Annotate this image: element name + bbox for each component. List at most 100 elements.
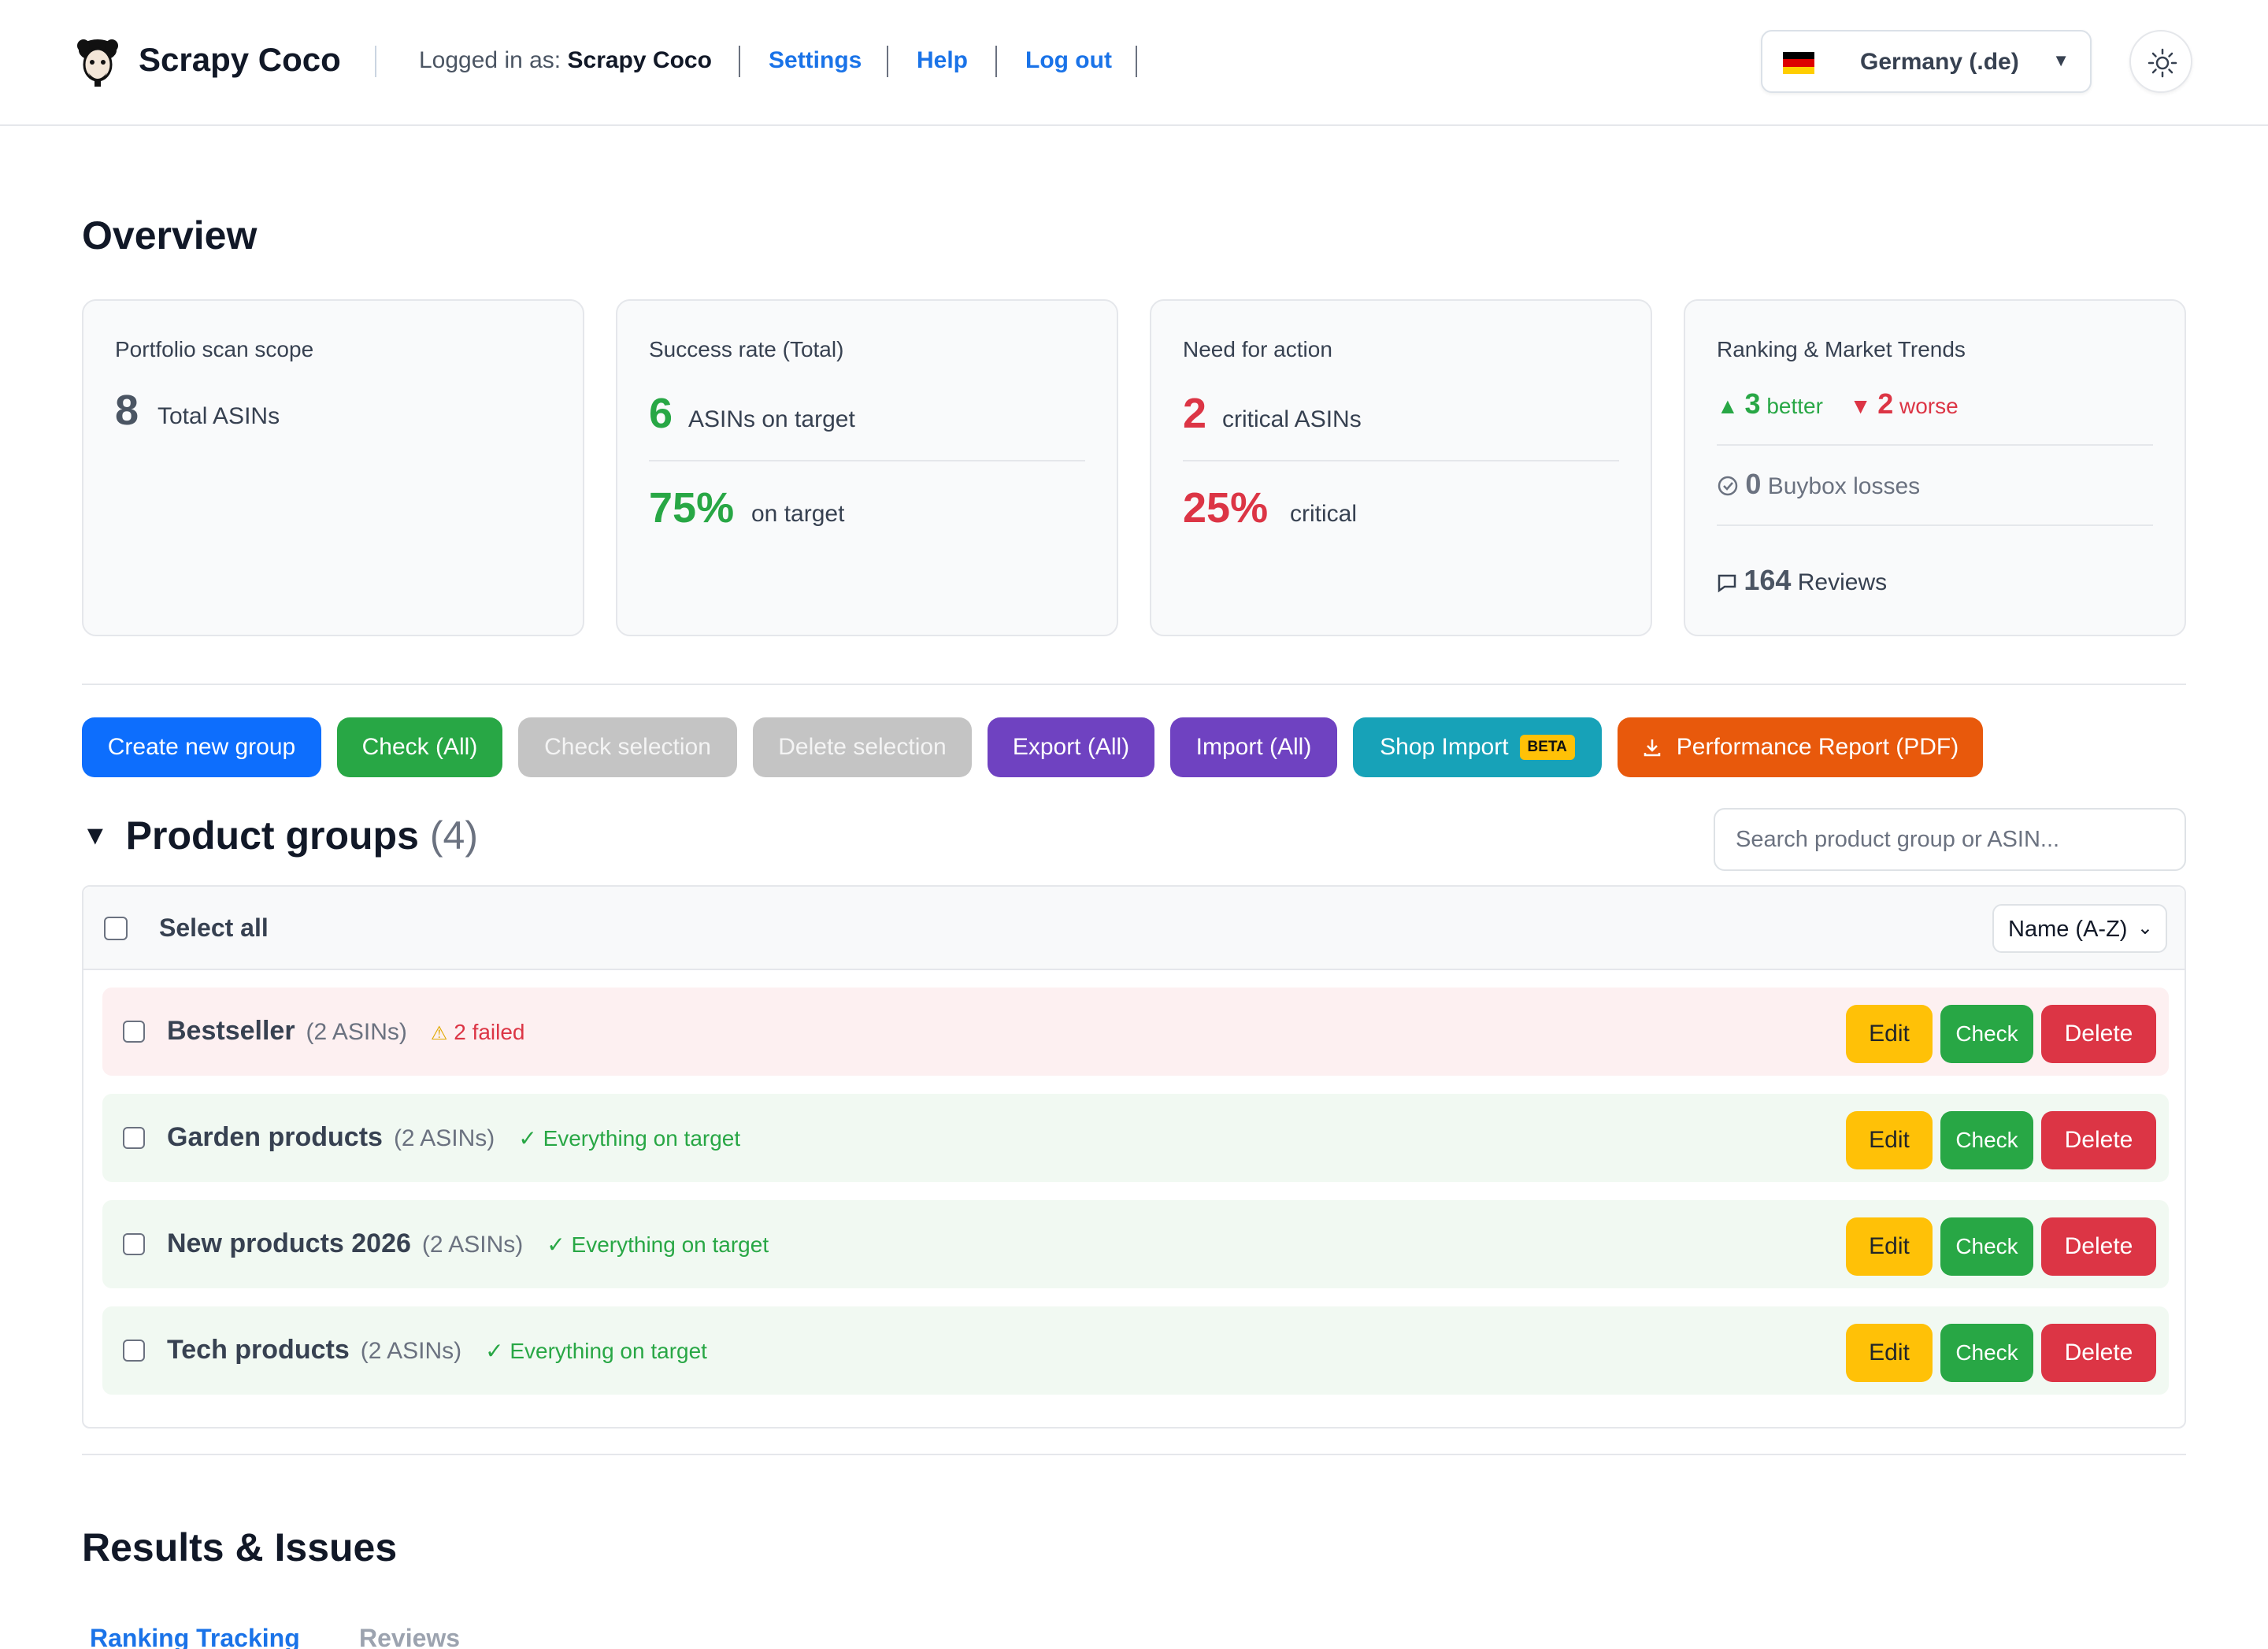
delete-button[interactable]: Delete [2041,1005,2156,1063]
header-divider [995,46,997,77]
asin-count: (2 ASINs) [360,1338,462,1364]
group-name-text: Garden products [167,1122,383,1152]
check-button[interactable]: Check [1940,1324,2033,1382]
create-group-button[interactable]: Create new group [82,717,321,777]
settings-link[interactable]: Settings [769,47,862,73]
caret-down-icon: ▼ [2052,50,2070,70]
row-checkbox[interactable] [123,1233,145,1255]
total-asins-label: Total ASINs [158,403,280,429]
export-all-button[interactable]: Export (All) [988,717,1154,777]
group-name[interactable]: New products 2026 (2 ASINs) ✓ Everything o… [167,1228,769,1259]
import-all-button[interactable]: Import (All) [1170,717,1337,777]
brand-name[interactable]: Scrapy Coco [139,41,341,78]
header-divider [887,46,888,77]
group-name-text: New products 2026 [167,1228,411,1258]
edit-button[interactable]: Edit [1846,1217,1933,1276]
select-all-checkbox[interactable] [104,917,128,940]
arrow-up-icon: ▲ [1717,394,1739,418]
product-groups-table: Select all Name (A-Z) ⌄ Bestseller (2 ASI… [82,885,2186,1429]
group-search-input[interactable] [1714,808,2186,871]
card-divider [1717,524,2153,526]
status-text: Everything on target [510,1339,707,1363]
card-title: Success rate (Total) [649,337,844,361]
delete-button[interactable]: Delete [2041,1217,2156,1276]
product-groups-heading[interactable]: ▼ Product groups (4) [82,813,478,858]
group-name[interactable]: Garden products (2 ASINs) ✓ Everything on … [167,1122,740,1153]
select-all-label[interactable]: Select all [159,913,269,942]
on-target-value: 6 [649,390,673,437]
trends-card: Ranking & Market Trends ▲ 3 better ▼ 2 w… [1684,299,2186,636]
edit-button[interactable]: Edit [1846,1111,1933,1169]
asin-count: (2 ASINs) [421,1232,524,1258]
on-target-label: ASINs on target [688,406,855,432]
portfolio-card: Portfolio scan scope 8 Total ASINs [82,299,584,636]
status-ok: ✓ Everything on target [485,1339,707,1363]
logged-in-user: Scrapy Coco [567,47,712,73]
better-value: 3 [1744,387,1761,420]
sort-select[interactable]: Name (A-Z) ⌄ [1992,904,2167,953]
total-asins-value: 8 [115,387,139,434]
status-text: Everything on target [571,1232,769,1257]
row-checkbox[interactable] [123,1127,145,1149]
card-divider [649,460,1085,461]
sort-label: Name (A-Z) [2008,917,2128,942]
top-navbar: Scrapy Coco Logged in as: Scrapy Coco Se… [0,0,2268,126]
check-icon: ✓ [485,1339,504,1363]
row-checkbox[interactable] [123,1340,145,1362]
logged-in-text: Logged in as: Scrapy Coco [419,47,712,74]
logout-link[interactable]: Log out [1025,47,1112,73]
check-selection-button[interactable]: Check selection [518,717,737,777]
row-checkbox[interactable] [123,1021,145,1043]
product-groups-title: Product groups [125,813,419,858]
sun-icon [2148,48,2177,78]
group-row-new-products-2026: New products 2026 (2 ASINs) ✓ Everything o… [102,1200,2169,1288]
worse-label: worse [1899,394,1959,418]
collapse-toggle-icon[interactable]: ▼ [82,821,109,850]
critical-percent: 25% [1183,484,1269,532]
delete-button[interactable]: Delete [2041,1324,2156,1382]
status-text: Everything on target [543,1126,741,1151]
card-divider [1717,444,2153,446]
edit-button[interactable]: Edit [1846,1005,1933,1063]
theme-toggle-button[interactable] [2129,30,2192,93]
check-button[interactable]: Check [1940,1217,2033,1276]
buybox-label: Buybox losses [1767,473,1921,499]
shop-import-button[interactable]: Shop Import BETA [1353,717,1602,777]
critical-percent-label: critical [1290,501,1358,527]
need-for-action-card: Need for action 2 critical ASINs 25% cri… [1150,299,1652,636]
group-name-text: Tech products [167,1335,350,1365]
check-all-button[interactable]: Check (All) [337,717,502,777]
shop-import-label: Shop Import [1380,734,1509,760]
group-name[interactable]: Bestseller (2 ASINs) ⚠ 2 failed [167,1016,525,1047]
card-title: Portfolio scan scope [115,337,314,361]
reviews-row: 164 Reviews [1717,564,1887,597]
group-row-tech-products: Tech products (2 ASINs) ✓ Everything on ta… [102,1306,2169,1395]
group-name[interactable]: Tech products (2 ASINs) ✓ Everything on ta… [167,1335,707,1366]
group-row-bestseller: Bestseller (2 ASINs) ⚠ 2 failed Edit Check… [102,988,2169,1076]
edit-button[interactable]: Edit [1846,1324,1933,1382]
overview-heading: Overview [82,213,258,258]
on-target-percent-label: on target [751,501,845,527]
tab-reviews[interactable]: Reviews [359,1624,461,1649]
status-text: 2 failed [454,1020,525,1044]
asin-count: (2 ASINs) [306,1019,407,1045]
status-failed: ⚠ 2 failed [431,1020,525,1044]
card-divider [1183,460,1619,461]
tab-ranking-tracking[interactable]: Ranking Tracking [90,1624,300,1649]
performance-report-button[interactable]: Performance Report (PDF) [1618,717,1983,777]
critical-label: critical ASINs [1222,406,1362,432]
reviews-value: 164 [1744,564,1792,596]
download-icon [1644,739,1661,757]
check-button[interactable]: Check [1940,1111,2033,1169]
card-title: Need for action [1183,337,1332,361]
delete-selection-button[interactable]: Delete selection [753,717,972,777]
check-icon: ✓ [547,1232,565,1257]
comment-icon [1718,574,1736,593]
delete-button[interactable]: Delete [2041,1111,2156,1169]
help-link[interactable]: Help [917,47,969,73]
check-button[interactable]: Check [1940,1005,2033,1063]
header-divider [1136,46,1137,77]
logged-in-prefix: Logged in as: [419,47,561,73]
on-target-percent: 75% [649,484,735,532]
country-select[interactable]: Germany (.de) ▼ [1761,30,2092,93]
